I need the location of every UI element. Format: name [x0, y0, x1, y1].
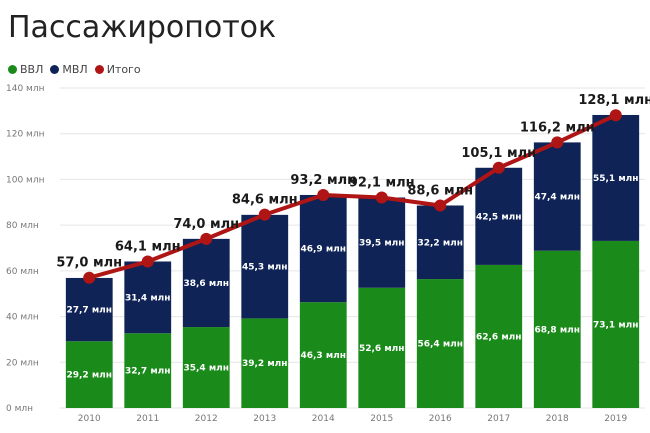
bar-label-vvl: 32,7 млн — [125, 367, 171, 377]
x-tick-label: 2012 — [195, 414, 218, 424]
total-label: 64,1 млн — [115, 239, 181, 254]
y-tick-label: 140 млн — [6, 84, 45, 94]
total-label: 92,1 млн — [349, 175, 415, 190]
bar-label-vvl: 46,3 млн — [300, 351, 346, 361]
legend-label-vvl: ВВЛ — [20, 63, 44, 76]
bar-vvl — [416, 279, 464, 408]
bar-vvl — [65, 341, 113, 408]
bar-label-vvl: 35,4 млн — [183, 364, 229, 374]
total-label: 128,1 млн — [578, 93, 650, 108]
legend-label-mvl: МВЛ — [62, 63, 88, 76]
y-tick-label: 80 млн — [6, 221, 39, 231]
bar-mvl — [416, 205, 464, 280]
total-point — [258, 208, 271, 221]
bar-vvl — [241, 318, 289, 408]
legend: ВВЛ МВЛ Итого — [8, 63, 141, 76]
x-tick-label: 2016 — [429, 414, 452, 424]
x-tick-label: 2017 — [487, 414, 510, 424]
bar-label-mvl: 42,5 млн — [476, 212, 522, 222]
bar-label-mvl: 39,5 млн — [359, 239, 405, 249]
legend-label-total: Итого — [106, 63, 141, 76]
y-tick-label: 20 млн — [6, 358, 39, 368]
bar-label-vvl: 39,2 млн — [242, 359, 288, 369]
total-point — [317, 188, 330, 201]
bar-vvl — [475, 264, 523, 408]
bar-vvl — [592, 240, 640, 408]
bar-mvl — [533, 142, 581, 251]
y-tick-label: 100 млн — [6, 175, 45, 185]
bar-mvl — [299, 194, 347, 303]
total-label: 105,1 млн — [461, 146, 536, 161]
legend-item-total: Итого — [94, 63, 141, 76]
x-tick-label: 2019 — [604, 414, 627, 424]
y-tick-label: 120 млн — [6, 130, 45, 140]
bar-label-vvl: 62,6 млн — [476, 332, 522, 342]
legend-item-vvl: ВВЛ — [8, 63, 43, 76]
bar-label-mvl: 45,3 млн — [242, 263, 288, 273]
total-line — [88, 113, 617, 280]
total-label: 88,6 млн — [407, 183, 473, 198]
total-point — [551, 136, 564, 149]
x-tick-label: 2011 — [136, 414, 159, 424]
bar-vvl — [299, 302, 347, 408]
total-point — [609, 109, 622, 122]
total-point — [141, 255, 154, 268]
bar-vvl — [124, 333, 172, 408]
bar-mvl — [124, 261, 172, 334]
y-tick-label: 40 млн — [6, 313, 39, 323]
bar-label-mvl: 47,4 млн — [534, 193, 580, 203]
total-label: 116,2 млн — [520, 120, 595, 135]
y-tick-label: 0 млн — [6, 404, 33, 414]
total-point — [200, 232, 213, 245]
legend-swatch-total — [94, 65, 104, 74]
bar-label-vvl: 73,1 млн — [593, 320, 639, 330]
legend-swatch-vvl — [8, 65, 17, 74]
chart-title: Пассажиропоток — [8, 10, 277, 45]
total-label: 93,2 млн — [290, 173, 356, 188]
bar-vvl — [358, 287, 406, 408]
x-tick-label: 2013 — [253, 414, 276, 424]
total-point — [375, 191, 388, 204]
bar-mvl — [241, 214, 289, 319]
bar-label-mvl: 55,1 млн — [593, 174, 639, 184]
x-tick-label: 2010 — [78, 414, 101, 424]
total-label: 84,6 млн — [232, 193, 298, 208]
bar-label-mvl: 27,7 млн — [66, 306, 112, 316]
x-tick-label: 2014 — [312, 414, 335, 424]
bar-label-vvl: 52,6 млн — [359, 344, 405, 354]
bar-mvl — [475, 167, 523, 265]
legend-swatch-mvl — [50, 65, 60, 74]
total-label: 74,0 млн — [173, 217, 239, 232]
y-tick-label: 60 млн — [6, 267, 39, 277]
bar-label-vvl: 68,8 млн — [534, 325, 580, 335]
bar-mvl — [592, 114, 640, 241]
bar-label-mvl: 32,2 млн — [417, 238, 463, 248]
bar-label-mvl: 38,6 млн — [183, 279, 229, 289]
bar-label-vvl: 29,2 млн — [66, 371, 112, 381]
bar-mvl — [182, 238, 230, 328]
bar-vvl — [182, 327, 230, 408]
total-point — [434, 199, 447, 212]
bar-mvl — [65, 277, 113, 342]
total-label: 57,0 млн — [56, 256, 122, 271]
x-tick-label: 2015 — [370, 414, 393, 424]
total-point — [83, 271, 96, 284]
total-point — [492, 161, 505, 174]
bar-mvl — [358, 197, 406, 288]
bar-vvl — [533, 250, 581, 408]
bar-label-mvl: 46,9 млн — [300, 245, 346, 255]
bar-label-vvl: 56,4 млн — [417, 340, 463, 350]
legend-item-mvl: МВЛ — [50, 63, 88, 76]
x-tick-label: 2018 — [546, 414, 569, 424]
bar-label-mvl: 31,4 млн — [125, 293, 171, 303]
